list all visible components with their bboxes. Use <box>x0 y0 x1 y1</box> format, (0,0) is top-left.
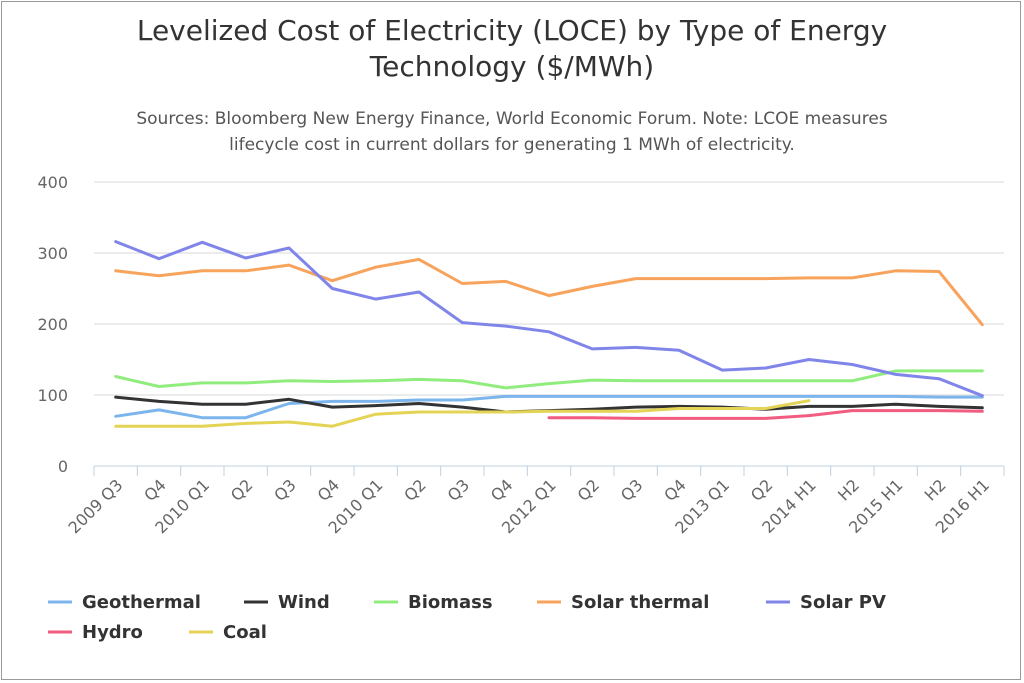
x-tick-label: Q3 <box>270 475 300 505</box>
legend-item-solar-thermal[interactable]: Solar thermal <box>537 592 709 613</box>
x-tick-label: Q4 <box>660 475 690 505</box>
y-tick-label: 0 <box>58 457 68 476</box>
legend: Geothermal Wind Biomass Solar thermal Solar … <box>48 592 886 643</box>
series-line-biomass <box>114 369 984 390</box>
x-tick-label: Q2 <box>400 475 430 505</box>
y-tick-label: 100 <box>37 386 68 405</box>
y-tick-label: 300 <box>37 244 68 263</box>
x-tick-label: 2009 Q3 <box>65 475 127 537</box>
chart-title-line-2: Technology ($/MWh) <box>369 50 654 83</box>
legend-label: Solar PV <box>800 592 886 613</box>
y-tick-label: 400 <box>37 173 68 192</box>
y-tick-label: 200 <box>37 315 68 334</box>
series-line-hydro <box>547 409 984 420</box>
chart-subtitle-line-2: lifecycle cost in current dollars for ge… <box>229 135 795 155</box>
series-line-geothermal <box>114 394 984 420</box>
x-tick-label: H2 <box>834 475 863 504</box>
x-tick-label: Q3 <box>617 475 647 505</box>
legend-item-biomass[interactable]: Biomass <box>374 592 493 613</box>
legend-label: Coal <box>223 622 267 643</box>
gridlines <box>94 181 1004 396</box>
series-line-solar-thermal <box>114 257 984 327</box>
legend-label: Wind <box>278 592 330 613</box>
legend-label: Solar thermal <box>571 592 709 613</box>
legend-item-wind[interactable]: Wind <box>244 592 330 613</box>
series-line-coal <box>114 399 811 428</box>
legend-item-geothermal[interactable]: Geothermal <box>48 592 201 613</box>
legend-label: Biomass <box>408 592 493 613</box>
legend-item-coal[interactable]: Coal <box>189 622 267 643</box>
x-tick-label: Q4 <box>487 475 517 505</box>
x-tick-label: Q2 <box>574 475 604 505</box>
y-axis: 0 100 200 300 400 <box>37 173 68 476</box>
x-tick-label: Q2 <box>747 475 777 505</box>
x-tick-label: H2 <box>921 475 950 504</box>
chart-title-line-1: Levelized Cost of Electricity (LOCE) by … <box>137 14 887 47</box>
legend-item-hydro[interactable]: Hydro <box>48 622 143 643</box>
legend-label: Hydro <box>82 622 143 643</box>
x-tick-label: Q4 <box>314 475 344 505</box>
x-tick-label: Q4 <box>140 475 170 505</box>
series-line-solar-pv <box>114 240 984 398</box>
x-tick-label: Q3 <box>444 475 474 505</box>
plot-series <box>114 240 984 428</box>
legend-label: Geothermal <box>82 592 201 613</box>
legend-item-solar-pv[interactable]: Solar PV <box>766 592 886 613</box>
chart-subtitle-line-1: Sources: Bloomberg New Energy Finance, W… <box>136 109 887 129</box>
x-tick-label: Q2 <box>227 475 257 505</box>
chart-subtitle: Sources: Bloomberg New Energy Finance, W… <box>136 109 887 155</box>
chart-title: Levelized Cost of Electricity (LOCE) by … <box>137 14 887 83</box>
